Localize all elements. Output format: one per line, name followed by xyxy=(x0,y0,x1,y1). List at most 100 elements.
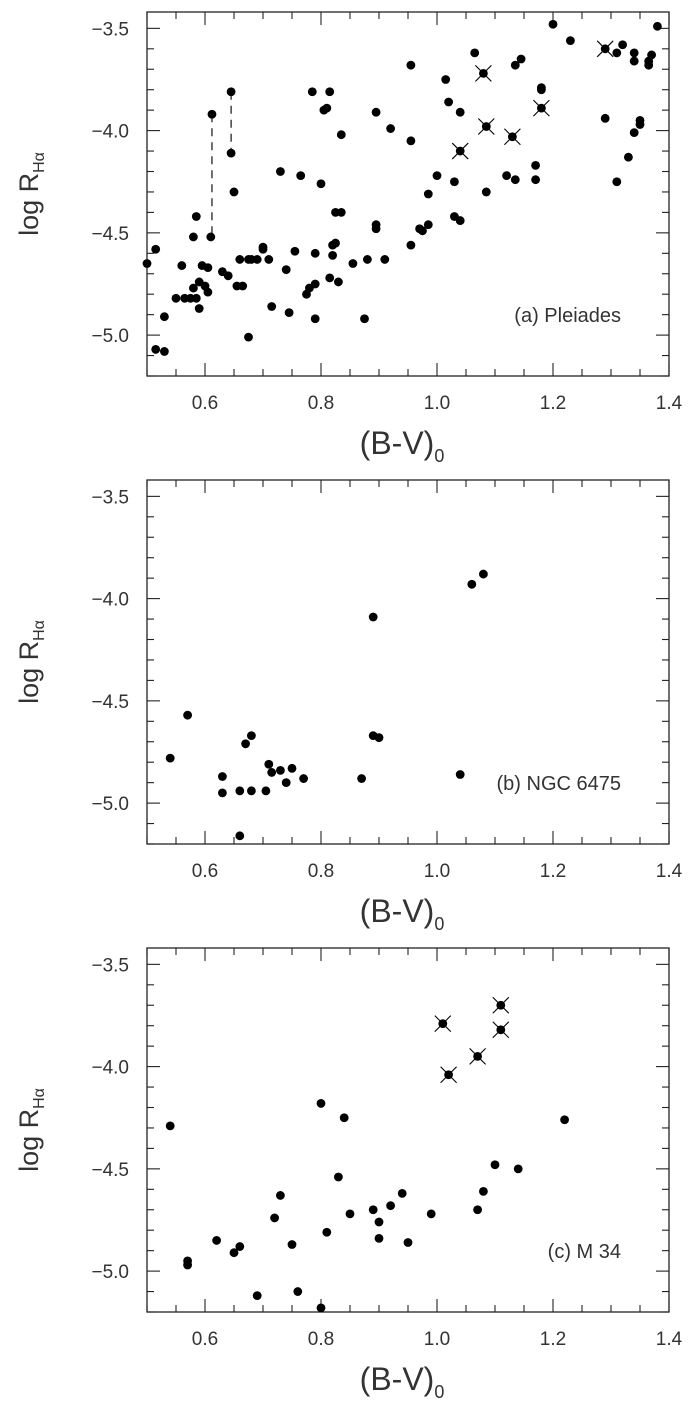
data-point xyxy=(490,1160,500,1170)
x-tick-label: 1.2 xyxy=(540,1329,566,1350)
data-point xyxy=(325,273,335,283)
y-tick-label: −5.0 xyxy=(91,794,129,815)
data-point xyxy=(264,759,274,769)
data-point xyxy=(290,246,300,256)
data-point xyxy=(470,48,480,58)
data-point xyxy=(310,279,320,289)
y-tick-label: −5.0 xyxy=(91,326,129,347)
data-point xyxy=(177,261,187,270)
data-point xyxy=(479,569,488,579)
data-point xyxy=(223,271,233,281)
data-point xyxy=(635,120,645,129)
data-point xyxy=(360,314,369,324)
data-point xyxy=(624,152,633,162)
data-point xyxy=(171,293,181,303)
y-tick-label: −3.5 xyxy=(91,19,129,40)
data-point xyxy=(307,87,317,97)
data-point xyxy=(345,1209,355,1219)
data-point xyxy=(191,212,201,221)
x-tick-label: 0.8 xyxy=(308,861,334,882)
data-point xyxy=(322,1227,332,1237)
data-point xyxy=(296,171,306,180)
data-point xyxy=(207,109,217,119)
data-point xyxy=(325,87,335,97)
data-point xyxy=(403,1238,413,1247)
x-axis-label: (B-V)0 xyxy=(360,1361,445,1402)
data-point xyxy=(261,786,271,796)
data-point xyxy=(406,240,416,250)
data-point xyxy=(334,277,343,287)
y-tick-label: −4.0 xyxy=(91,1058,129,1079)
data-point xyxy=(235,831,245,841)
data-point xyxy=(629,128,639,138)
data-point xyxy=(331,238,340,248)
data-point xyxy=(473,1205,482,1215)
panel-label: (b) NGC 6475 xyxy=(497,773,622,795)
x-tick-label: 1.2 xyxy=(540,861,566,882)
panel-3: 0.6 0.8 1.0 1.2 1.4 −3.5 −4.0 −4.5 −5.0 (B-V)0 log… xyxy=(14,947,683,1402)
data-point xyxy=(374,733,384,743)
data-point xyxy=(194,304,204,313)
data-point xyxy=(406,60,416,70)
data-point xyxy=(235,1242,245,1251)
y-tick-label: −4.5 xyxy=(91,692,129,713)
cross-marker xyxy=(477,118,495,135)
x-tick-label: 1.0 xyxy=(424,861,450,882)
data-point xyxy=(467,579,477,589)
data-point xyxy=(160,312,169,322)
x-tick-label: 0.8 xyxy=(308,393,334,414)
cross-marker xyxy=(533,99,550,117)
x-tick-label: 1.0 xyxy=(424,1329,450,1350)
data-point xyxy=(432,171,442,180)
data-point xyxy=(336,130,346,140)
data-point xyxy=(281,265,291,275)
data-point xyxy=(165,1121,175,1131)
data-point xyxy=(455,107,465,117)
data-point xyxy=(647,50,656,60)
data-point xyxy=(316,179,326,189)
data-point xyxy=(328,250,337,260)
data-point xyxy=(235,255,245,264)
data-point xyxy=(426,1209,436,1219)
data-point xyxy=(368,612,378,622)
data-point xyxy=(455,770,465,779)
data-point xyxy=(226,87,236,97)
x-tick-label: 1.0 xyxy=(424,393,450,414)
data-point xyxy=(293,1287,303,1296)
x-tick-label: 0.8 xyxy=(308,1329,334,1350)
data-point xyxy=(444,97,453,107)
data-point xyxy=(165,753,175,763)
data-point xyxy=(264,255,274,264)
data-point xyxy=(322,103,332,113)
data-point xyxy=(191,293,201,303)
data-point xyxy=(203,287,213,297)
data-point xyxy=(510,60,520,70)
data-point xyxy=(252,255,262,264)
data-point xyxy=(316,1303,326,1313)
cross-marker xyxy=(434,1015,452,1033)
data-point xyxy=(566,36,575,46)
data-point xyxy=(267,302,277,311)
data-point xyxy=(241,739,251,749)
data-point xyxy=(600,113,610,123)
data-point xyxy=(206,232,216,242)
x-tick-label: 1.2 xyxy=(540,393,566,414)
data-point xyxy=(510,175,520,185)
cross-marker xyxy=(475,64,492,82)
data-point xyxy=(653,21,662,31)
cross-marker xyxy=(492,1021,510,1039)
data-point xyxy=(629,48,639,58)
panel-2: 0.6 0.8 1.0 1.2 1.4 −3.5 −4.0 −4.5 −5.0 (B-V)0 log… xyxy=(14,479,683,934)
data-point xyxy=(513,1164,523,1174)
data-point xyxy=(244,332,253,342)
data-point xyxy=(357,774,366,783)
x-tick-label: 1.4 xyxy=(656,1329,683,1350)
data-point xyxy=(479,1186,488,1196)
y-tick-label: −4.0 xyxy=(91,590,129,611)
data-point xyxy=(299,774,308,783)
data-point xyxy=(247,731,256,741)
data-point xyxy=(371,107,381,117)
y-axis-label: log RHα xyxy=(14,1088,48,1172)
data-point xyxy=(247,786,256,796)
data-point xyxy=(418,226,427,236)
